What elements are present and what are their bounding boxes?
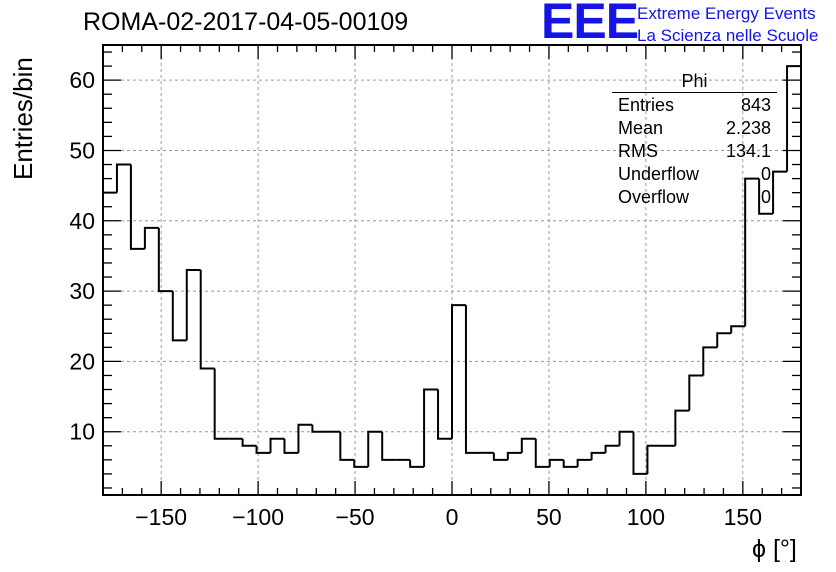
x-tick-label: 100 xyxy=(627,504,665,530)
x-tick-label: 0 xyxy=(446,504,459,530)
histogram-bin xyxy=(576,458,592,467)
histogram-bin xyxy=(646,444,662,474)
x-tick-label: −150 xyxy=(135,504,187,530)
x-tick-label: −100 xyxy=(232,504,284,530)
histogram-bin xyxy=(786,65,802,495)
stats-value: 0 xyxy=(760,187,771,207)
histogram-bin xyxy=(520,437,536,453)
plot-title: ROMA-02-2017-04-05-00109 xyxy=(83,8,409,36)
y-tick-label: 40 xyxy=(69,208,95,234)
histogram-bin xyxy=(604,444,620,453)
histogram-bin xyxy=(297,423,313,453)
stats-value: 843 xyxy=(740,95,771,115)
histogram-bin xyxy=(381,431,397,461)
plot-frame xyxy=(102,44,802,496)
x-axis-label: ϕ [°] xyxy=(752,535,797,563)
x-tick-label: 50 xyxy=(536,504,562,530)
stats-row: Overflow 0 xyxy=(612,186,777,209)
histogram-bin xyxy=(129,164,145,250)
stats-row: Mean 2.238 xyxy=(612,117,777,140)
histogram-bin xyxy=(590,451,606,460)
histogram-bin xyxy=(758,178,774,215)
y-tick-label: 20 xyxy=(69,348,95,374)
histogram-bin xyxy=(199,270,215,370)
histogram-bin xyxy=(367,430,383,467)
histogram-bin xyxy=(506,451,522,460)
stats-title: Phi xyxy=(612,70,777,93)
stats-value: 2.238 xyxy=(725,118,771,138)
histogram-bin xyxy=(409,459,425,468)
histogram-bin xyxy=(213,368,229,440)
histogram-bin xyxy=(548,458,564,467)
y-tick-label: 50 xyxy=(69,137,95,163)
histogram-bin xyxy=(674,409,690,446)
eee-logo: EEE xyxy=(541,0,639,49)
histogram-bin xyxy=(171,291,187,342)
y-tick-label: 30 xyxy=(69,278,95,304)
grid-lines xyxy=(103,45,801,495)
stats-label: Mean xyxy=(618,118,664,138)
stats-row: Underflow 0 xyxy=(612,163,777,186)
tick-labels: −150 −100 −50 0 50 100 150 10 20 30 40 50 60 xyxy=(69,67,762,530)
stats-row: Entries 843 xyxy=(612,94,777,117)
histogram-bin xyxy=(311,424,327,433)
histogram-bin xyxy=(353,459,369,468)
y-axis-label: Entries/bin xyxy=(8,57,38,180)
histogram-bin xyxy=(437,389,452,440)
histogram-bin xyxy=(269,437,285,453)
logo-caption-line2: La Scienza nelle Scuole xyxy=(637,26,819,45)
histogram-bin xyxy=(115,163,131,193)
histogram-bin xyxy=(283,438,299,454)
histogram-bin xyxy=(716,332,732,348)
stats-box: Phi Entries 843 Mean 2.238 RMS 134.1 Und… xyxy=(612,70,777,209)
histogram-bin xyxy=(451,304,466,439)
x-tick-label: 150 xyxy=(724,504,762,530)
y-tick-label: 10 xyxy=(69,419,95,445)
histogram-bin xyxy=(492,452,508,461)
logo-caption-line1: Extreme Energy Events xyxy=(637,4,816,23)
histogram-bin xyxy=(255,445,271,454)
stats-value: 0 xyxy=(760,164,771,184)
histogram-bin xyxy=(618,430,634,446)
histogram-bin xyxy=(744,177,760,327)
stats-label: Entries xyxy=(618,95,675,115)
stats-value: 134.1 xyxy=(725,141,771,161)
histogram-bin xyxy=(730,325,746,334)
histogram-bin xyxy=(185,269,201,341)
histogram-bin xyxy=(702,346,718,376)
x-tick-label: −50 xyxy=(336,504,375,530)
y-tick-label: 60 xyxy=(69,67,95,93)
stats-label: Overflow xyxy=(618,187,690,207)
histogram-bin xyxy=(464,305,480,454)
stats-row: RMS 134.1 xyxy=(612,140,777,163)
histogram-bin xyxy=(772,170,788,214)
histogram-bin xyxy=(339,431,355,461)
histogram-bin xyxy=(143,226,159,249)
histogram-bin xyxy=(688,374,704,411)
histogram-bin xyxy=(423,388,439,467)
histogram-bin xyxy=(632,431,648,475)
histogram-bin xyxy=(241,438,257,447)
stats-label: RMS xyxy=(618,141,658,161)
histogram-bin xyxy=(102,191,117,495)
histogram-bin xyxy=(157,227,173,293)
stats-label: Underflow xyxy=(618,164,700,184)
histogram-bin xyxy=(562,459,578,468)
histogram-bin xyxy=(534,438,550,468)
